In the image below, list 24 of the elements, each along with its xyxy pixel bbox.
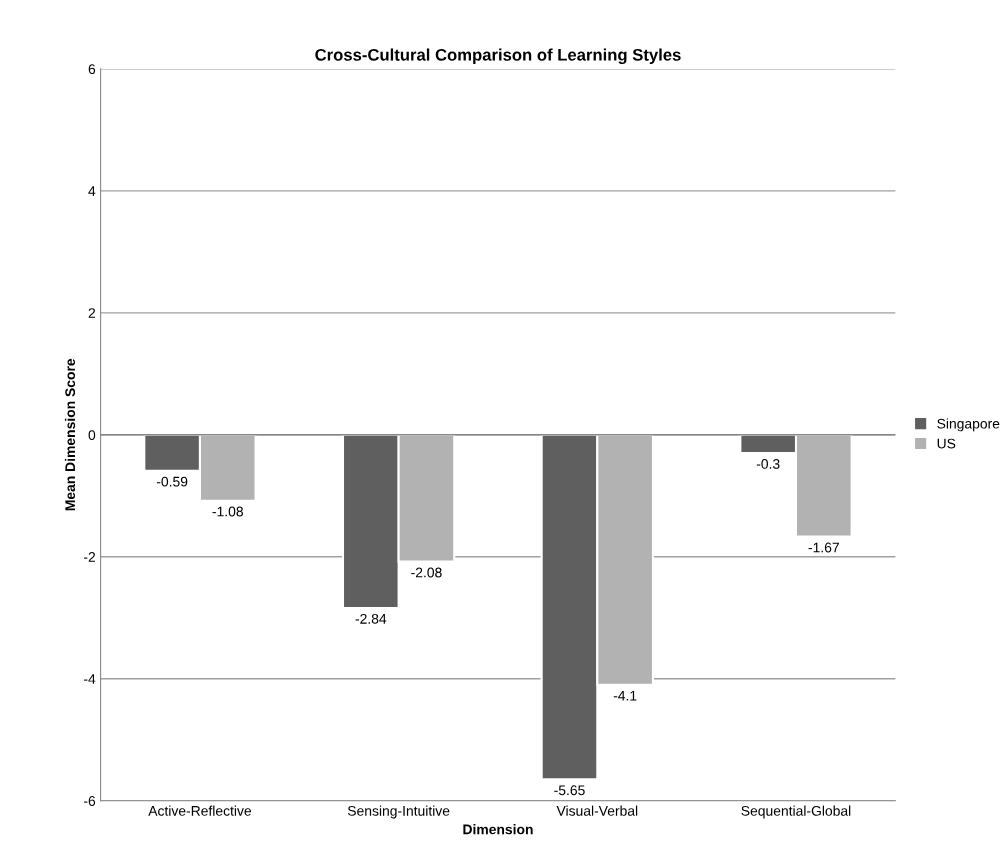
- legend-label: US: [937, 438, 956, 449]
- x-tick-label: Active-Reflective: [148, 805, 252, 816]
- data-label: -5.65: [554, 785, 585, 796]
- data-label: -4.1: [613, 690, 637, 701]
- data-label: -0.3: [756, 459, 780, 469]
- data-label: -1.67: [808, 542, 839, 553]
- y-tick-label: -6: [84, 796, 96, 806]
- x-axis-title: Dimension: [463, 824, 533, 835]
- data-label: -2.08: [411, 567, 442, 578]
- y-tick-label: 4: [88, 186, 96, 196]
- data-label: -2.84: [355, 613, 387, 624]
- data-label: -0.59: [156, 476, 188, 487]
- chart-title: Cross-Cultural Comparison of Learning Styles: [315, 48, 681, 65]
- y-tick-label: -2: [84, 552, 96, 562]
- x-tick-label: Sequential-Global: [741, 805, 851, 819]
- x-tick-label: Visual-Verbal: [556, 805, 638, 816]
- y-tick-label: 6: [88, 64, 96, 75]
- data-label: -1.08: [212, 506, 243, 517]
- y-tick-label: 2: [88, 308, 96, 318]
- y-tick-label: 0: [88, 430, 96, 440]
- legend-label: Singapore: [937, 418, 1000, 432]
- x-tick-label: Sensing-Intuitive: [347, 805, 450, 819]
- y-tick-label: -4: [84, 674, 96, 684]
- y-axis-title: Mean Dimension Score: [64, 358, 76, 511]
